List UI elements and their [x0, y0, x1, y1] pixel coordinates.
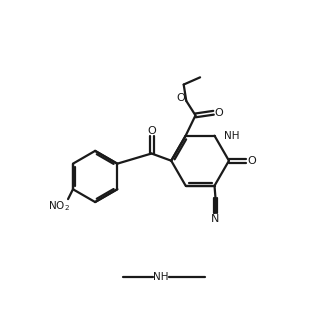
- Text: N: N: [211, 214, 220, 224]
- Text: NO$_2$: NO$_2$: [48, 199, 70, 213]
- Text: O: O: [147, 126, 156, 135]
- Text: O: O: [215, 108, 223, 118]
- Text: O: O: [176, 93, 185, 103]
- Text: NH: NH: [224, 131, 240, 141]
- Text: NH: NH: [153, 272, 169, 282]
- Text: O: O: [247, 156, 256, 166]
